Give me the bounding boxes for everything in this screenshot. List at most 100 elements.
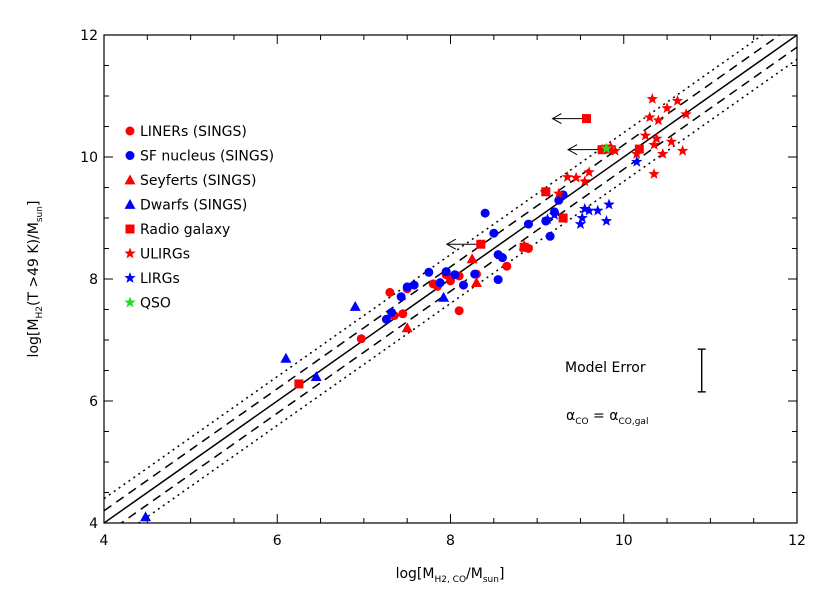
upper-limit-arrows bbox=[445, 113, 603, 250]
point-radio-galaxy bbox=[582, 114, 592, 124]
point-radio-galaxy bbox=[294, 379, 304, 389]
y-tick-label: 8 bbox=[89, 272, 98, 288]
axis-ticks bbox=[103, 34, 798, 524]
point-sf-nucleus-sings bbox=[387, 308, 397, 318]
legend-label-radio-galaxy: Radio galaxy bbox=[140, 222, 230, 238]
legend-marker-sf-nucleus-sings bbox=[125, 151, 135, 160]
legend-marker-radio-galaxy bbox=[125, 224, 135, 234]
point-lirgs bbox=[603, 198, 615, 210]
upper-limit-arrow-head bbox=[567, 144, 578, 156]
point-sf-nucleus-sings bbox=[493, 275, 503, 285]
x-axis-label: log[MH2, CO/Msun] bbox=[396, 566, 505, 585]
legend-marker-liners-sings bbox=[125, 126, 135, 136]
tick-labels: 4 6 8 10 12 4 6 8 10 12 bbox=[80, 28, 806, 549]
point-liners-sings bbox=[385, 287, 395, 297]
point-dwarfs-sings bbox=[438, 291, 450, 302]
reference-line-dotted-3 bbox=[104, 35, 764, 500]
legend-marker-seyferts-sings bbox=[124, 174, 136, 185]
point-sf-nucleus-sings bbox=[424, 267, 434, 277]
legend-label-liners-sings: LINERs (SINGS) bbox=[140, 124, 247, 140]
legend-marker-dwarfs-sings bbox=[124, 199, 136, 209]
legend-label-sf-nucleus-sings: SF nucleus (SINGS) bbox=[140, 149, 274, 165]
point-liners-sings bbox=[356, 334, 366, 344]
y-tick-label: 6 bbox=[89, 394, 98, 410]
x-tick-label: 12 bbox=[788, 533, 806, 549]
point-dwarfs-sings bbox=[140, 511, 152, 522]
legend: LINERs (SINGS) SF nucleus (SINGS) Seyferts… bbox=[124, 124, 274, 312]
point-ulirgs bbox=[680, 108, 692, 120]
point-ulirgs bbox=[631, 147, 643, 159]
point-ulirgs bbox=[661, 102, 673, 114]
point-ulirgs bbox=[639, 129, 652, 141]
point-lirgs bbox=[631, 155, 643, 167]
point-lirgs bbox=[548, 208, 561, 220]
point-seyferts-sings bbox=[470, 277, 482, 288]
point-ulirgs bbox=[650, 132, 663, 144]
reference-line-dashed-2 bbox=[120, 46, 797, 523]
point-ulirgs bbox=[561, 171, 574, 182]
point-ulirgs bbox=[570, 171, 582, 183]
point-ulirgs bbox=[609, 144, 621, 156]
point-sf-nucleus-sings bbox=[409, 280, 419, 290]
x-tick-label: 4 bbox=[100, 533, 109, 549]
point-lirgs bbox=[574, 218, 587, 229]
point-radio-galaxy bbox=[541, 187, 551, 197]
point-sf-nucleus-sings bbox=[435, 278, 445, 288]
point-sf-nucleus-sings bbox=[545, 231, 555, 241]
legend-label-ulirgs: ULIRGs bbox=[140, 247, 190, 263]
point-liners-sings bbox=[454, 306, 464, 316]
upper-limit-arrow-head bbox=[551, 113, 562, 125]
point-ulirgs bbox=[644, 111, 656, 123]
point-ulirgs bbox=[583, 166, 595, 178]
point-ulirgs bbox=[652, 114, 665, 126]
point-sf-nucleus-sings bbox=[441, 267, 451, 277]
x-tick-label: 10 bbox=[615, 533, 633, 549]
alpha-co-equation: αCO = αCO,gal bbox=[566, 408, 648, 427]
point-sf-nucleus-sings bbox=[523, 219, 533, 229]
point-sf-nucleus-sings bbox=[450, 270, 460, 280]
legend-marker-ulirgs bbox=[124, 247, 136, 259]
x-tick-label: 8 bbox=[446, 533, 455, 549]
point-ulirgs bbox=[648, 168, 660, 179]
point-qso bbox=[600, 142, 613, 154]
point-sf-nucleus-sings bbox=[402, 282, 412, 292]
point-sf-nucleus-sings bbox=[381, 314, 391, 324]
point-sf-nucleus-sings bbox=[480, 208, 490, 218]
point-dwarfs-sings bbox=[310, 371, 322, 381]
y-tick-label: 4 bbox=[89, 516, 98, 532]
y-tick-label: 10 bbox=[80, 150, 98, 166]
point-lirgs bbox=[600, 215, 613, 226]
point-ulirgs bbox=[579, 175, 591, 187]
point-ulirgs bbox=[596, 143, 608, 155]
y-axis-label: log[MH2(T >49 K)/Msun] bbox=[26, 201, 45, 358]
model-error-bar bbox=[697, 348, 706, 393]
point-lirgs bbox=[579, 202, 591, 214]
point-ulirgs bbox=[665, 135, 678, 147]
point-liners-sings bbox=[502, 261, 512, 271]
point-ulirgs bbox=[648, 138, 660, 150]
point-ulirgs bbox=[646, 93, 659, 104]
legend-marker-lirgs bbox=[124, 272, 136, 283]
x-tick-label: 6 bbox=[273, 533, 282, 549]
point-radio-galaxy bbox=[558, 213, 568, 223]
point-radio-galaxy bbox=[634, 144, 644, 154]
reference-line-dashed-1 bbox=[104, 35, 781, 512]
point-seyferts-sings bbox=[466, 253, 478, 264]
point-seyferts-sings bbox=[401, 322, 413, 333]
point-lirgs bbox=[541, 213, 554, 225]
model-error-annotation: Model Error bbox=[565, 348, 706, 393]
point-sf-nucleus-sings bbox=[396, 292, 406, 302]
point-sf-nucleus-sings bbox=[497, 253, 507, 263]
point-sf-nucleus-sings bbox=[470, 269, 480, 279]
y-tick-label: 12 bbox=[80, 28, 98, 44]
legend-label-dwarfs-sings: Dwarfs (SINGS) bbox=[140, 198, 247, 214]
point-ulirgs bbox=[553, 187, 565, 199]
point-sf-nucleus-sings bbox=[489, 228, 499, 238]
legend-marker-qso bbox=[124, 296, 136, 308]
model-error-label: Model Error bbox=[565, 360, 646, 376]
point-sf-nucleus-sings bbox=[458, 280, 468, 290]
point-radio-galaxy bbox=[476, 239, 486, 249]
upper-limit-arrow-head bbox=[445, 238, 457, 250]
point-liners-sings bbox=[398, 309, 408, 319]
